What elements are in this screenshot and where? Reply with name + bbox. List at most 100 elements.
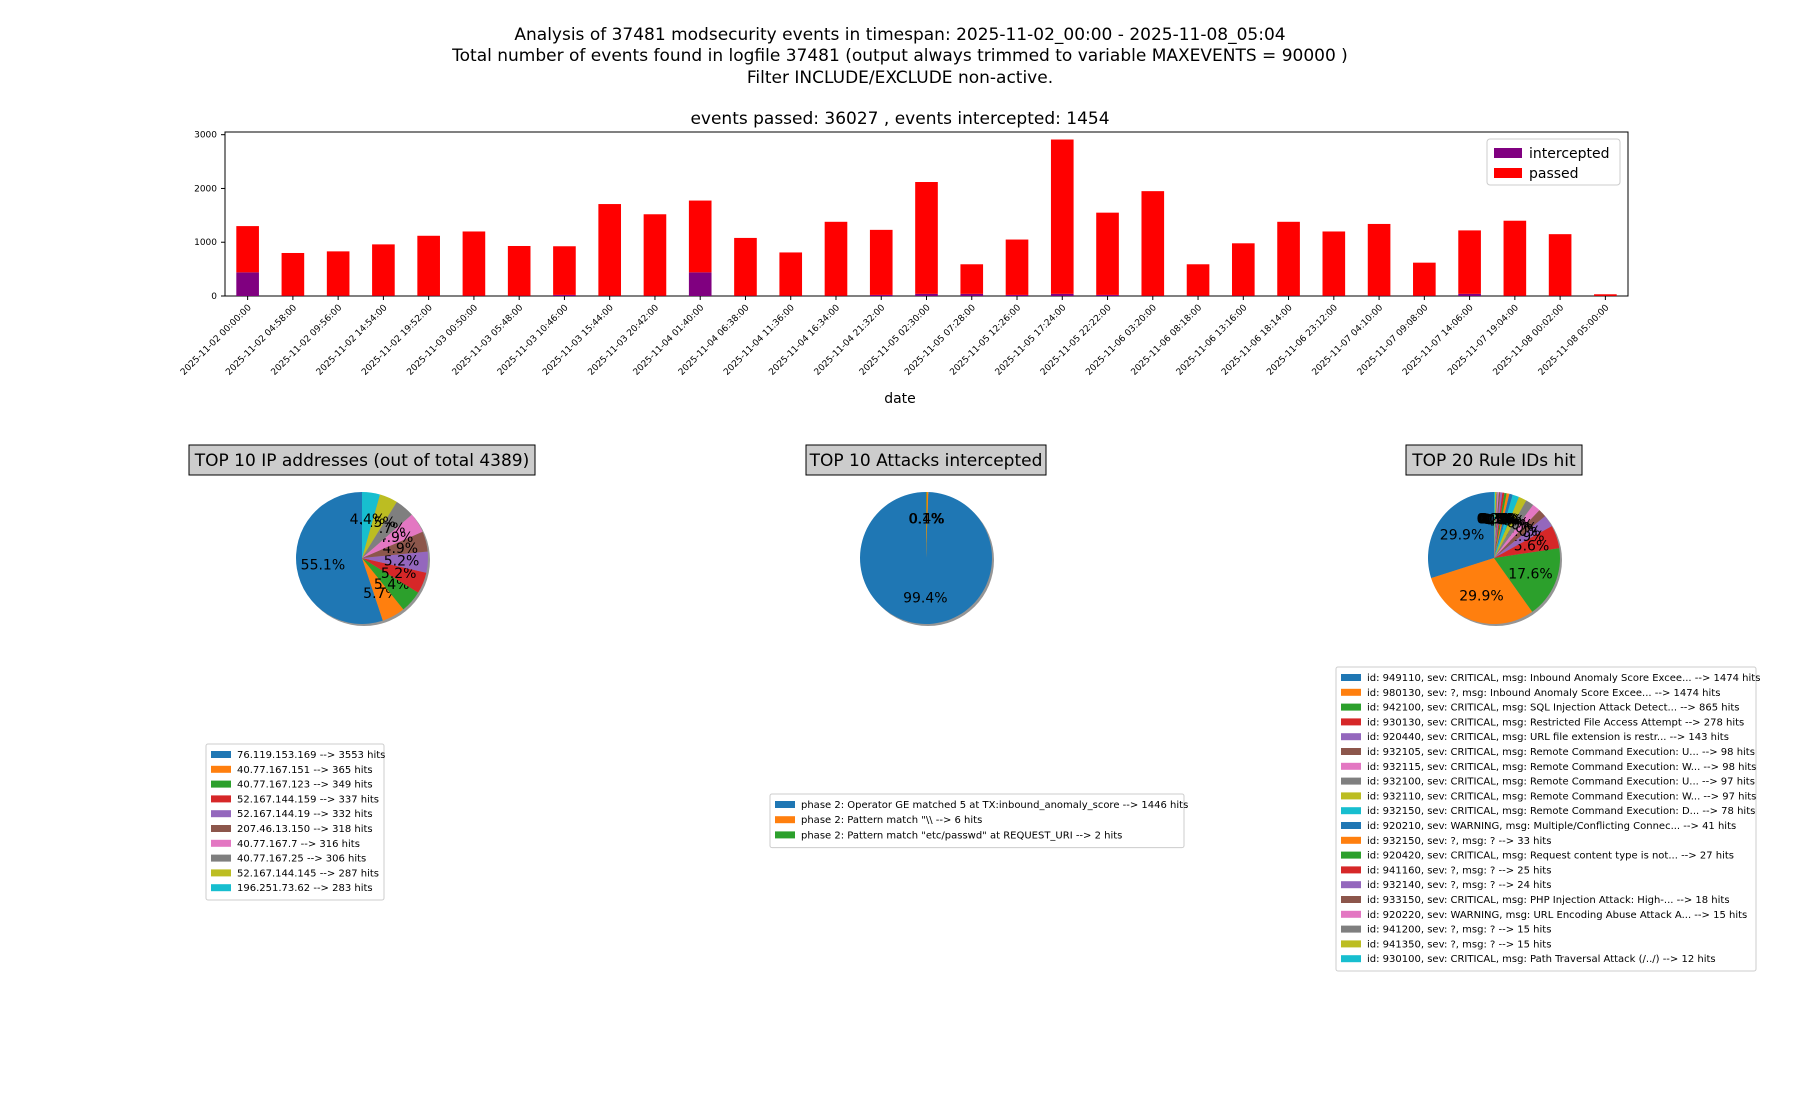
- y-tick-label: 1000: [194, 238, 217, 248]
- header-line-2: Total number of events found in logfile …: [451, 46, 1348, 66]
- pie-slice: [1494, 492, 1505, 558]
- y-tick-label: 3000: [194, 131, 217, 141]
- pie-legend-label: id: 949110, sev: CRITICAL, msg: Inbound …: [1367, 673, 1760, 684]
- bar-passed: [1503, 220, 1527, 296]
- bar-passed: [960, 264, 984, 294]
- y-tick-label: 0: [211, 292, 217, 302]
- pie-legend-swatch: [1341, 925, 1361, 933]
- pie-slice: [1494, 492, 1507, 558]
- bar-intercepted: [1096, 294, 1119, 296]
- y-tick-label: 2000: [194, 184, 217, 194]
- pie-legend-swatch: [211, 825, 231, 832]
- pie-pct-label: 4.4%: [350, 512, 386, 528]
- bar-passed: [734, 237, 757, 296]
- pie-legend-swatch: [211, 810, 231, 818]
- bar-passed: [1231, 243, 1255, 296]
- bar-passed: [869, 229, 893, 295]
- pie-legend: [205, 743, 385, 901]
- pie-legend-swatch: [1341, 703, 1361, 711]
- pie-legend-label: 40.77.167.25 --> 306 hits: [237, 854, 366, 865]
- x-tick-label: 2025-11-02 00:00:00: [179, 303, 254, 378]
- pie-chart-top-rules: TOP 20 Rule IDs hit29.9%29.9%17.6%5.6%2.…: [1335, 444, 1760, 972]
- pie-slice: [1494, 496, 1527, 558]
- pie-pct-label: 0.3%: [1479, 511, 1515, 527]
- pie-slice: [1494, 492, 1503, 558]
- bar-passed: [372, 244, 395, 296]
- pie-slice: [1494, 492, 1498, 558]
- pie-pct-label: 99.4%: [903, 591, 947, 607]
- bar-intercepted: [688, 272, 712, 296]
- pie-legend-swatch: [211, 780, 231, 788]
- pie-title-box: [805, 444, 1047, 476]
- pie-legend-label: id: 932115, sev: CRITICAL, msg: Remote C…: [1367, 762, 1756, 773]
- pie-slice: [295, 492, 383, 624]
- pie-slice: [926, 492, 927, 558]
- pie-slice: [1494, 493, 1513, 558]
- pie-chart-top-ip: TOP 10 IP addresses (out of total 4389) 5…: [188, 444, 536, 901]
- pie-slice: [1494, 548, 1560, 612]
- pie-slice: [1428, 492, 1494, 579]
- pie-pct-label: 0.1%: [908, 511, 944, 527]
- bar-passed: [1594, 294, 1617, 296]
- bar-passed: [1548, 234, 1572, 296]
- pie-legend-label: id: 941160, sev: ?, msg: ? --> 25 hits: [1367, 865, 1551, 876]
- pie-legend-label: id: 941350, sev: ?, msg: ? --> 15 hits: [1367, 939, 1551, 950]
- bar-passed: [462, 231, 486, 296]
- pie-legend-label: id: 932105, sev: CRITICAL, msg: Remote C…: [1367, 747, 1755, 758]
- legend-label-intercepted: intercepted: [1529, 146, 1610, 162]
- pie-legend-swatch: [211, 795, 231, 803]
- bar-passed: [1413, 262, 1436, 296]
- pie-title-box: [188, 444, 536, 476]
- pie-legend-swatch: [1341, 807, 1361, 815]
- pie-legend-label: phase 2: Pattern match "\\ --> 6 hits: [801, 815, 982, 826]
- pie-legend-swatch: [211, 869, 231, 877]
- bar-chart-title: events passed: 36027 , events intercepte…: [690, 109, 1109, 129]
- pie-slice: [1494, 526, 1560, 558]
- pie-pct-label: 0.3%: [1478, 511, 1514, 527]
- bar-passed: [1322, 231, 1346, 296]
- pie-title-box: [1405, 444, 1583, 476]
- pie-pct-label: 0.5%: [1482, 512, 1518, 528]
- pie-legend-swatch: [775, 801, 795, 808]
- pie-pct-label: 17.6%: [1508, 566, 1552, 582]
- bar-intercepted: [1005, 294, 1029, 296]
- pie-legend-label: id: 932100, sev: CRITICAL, msg: Remote C…: [1367, 777, 1755, 788]
- pie-legend-label: id: 933150, sev: CRITICAL, msg: PHP Inje…: [1367, 895, 1730, 906]
- bar-passed: [1186, 264, 1210, 296]
- pie-legend-label: id: 932140, sev: ?, msg: ? --> 24 hits: [1367, 880, 1551, 891]
- pie-slice: [1494, 492, 1497, 558]
- pie-title: TOP 10 Attacks intercepted: [809, 451, 1043, 471]
- pie-legend-label: id: 920420, sev: CRITICAL, msg: Request …: [1367, 851, 1734, 862]
- pie-legend-swatch: [1341, 940, 1361, 948]
- bar-passed: [507, 245, 531, 296]
- pie-legend-swatch: [775, 816, 795, 824]
- pie-pct-label: 0.4%: [1480, 512, 1516, 528]
- bar-passed: [915, 182, 938, 294]
- legend-swatch-passed: [1494, 168, 1522, 178]
- pie-slice: [362, 501, 412, 558]
- pie-title: TOP 20 Rule IDs hit: [1411, 451, 1576, 471]
- bar-passed: [824, 221, 848, 296]
- bar-passed: [281, 252, 305, 296]
- pie-legend-label: id: 932110, sev: CRITICAL, msg: Remote C…: [1367, 791, 1756, 802]
- bar-passed: [417, 235, 440, 296]
- pie-pct-label: 0.3%: [1477, 511, 1513, 527]
- pie-legend-swatch: [1341, 674, 1361, 681]
- pie-legend-swatch: [1341, 851, 1361, 859]
- pie-legend-swatch: [1341, 955, 1361, 963]
- header-line-3: Filter INCLUDE/EXCLUDE non-active.: [747, 68, 1053, 88]
- pie-slice: [1494, 500, 1534, 558]
- pie-legend-label: id: 920220, sev: WARNING, msg: URL Encod…: [1367, 910, 1747, 921]
- pie-pct-label: 0.7%: [1485, 512, 1521, 528]
- bar-chart-xlabel: date: [884, 391, 916, 407]
- bar-intercepted: [1458, 293, 1481, 296]
- pie-legend-label: 76.119.153.169 --> 3553 hits: [237, 750, 385, 761]
- pie-legend-swatch: [1341, 792, 1361, 800]
- pie-slice: [362, 494, 397, 558]
- pie-title: TOP 10 IP addresses (out of total 4389): [194, 451, 529, 471]
- pie-slice: [362, 531, 428, 558]
- pie-pct-label: 0.4%: [909, 511, 945, 527]
- bar-passed: [1277, 221, 1300, 296]
